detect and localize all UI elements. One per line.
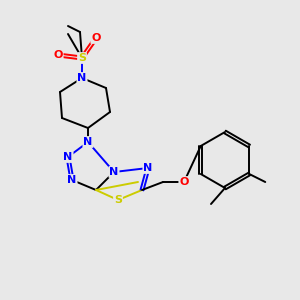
Text: N: N <box>63 152 73 162</box>
Text: N: N <box>68 175 76 185</box>
Text: S: S <box>78 53 86 63</box>
Text: N: N <box>77 73 87 83</box>
Text: S: S <box>114 195 122 205</box>
Text: O: O <box>91 33 101 43</box>
Text: N: N <box>83 137 93 147</box>
Text: N: N <box>143 163 153 173</box>
Text: N: N <box>110 167 118 177</box>
Text: O: O <box>53 50 63 60</box>
Text: O: O <box>179 177 189 187</box>
